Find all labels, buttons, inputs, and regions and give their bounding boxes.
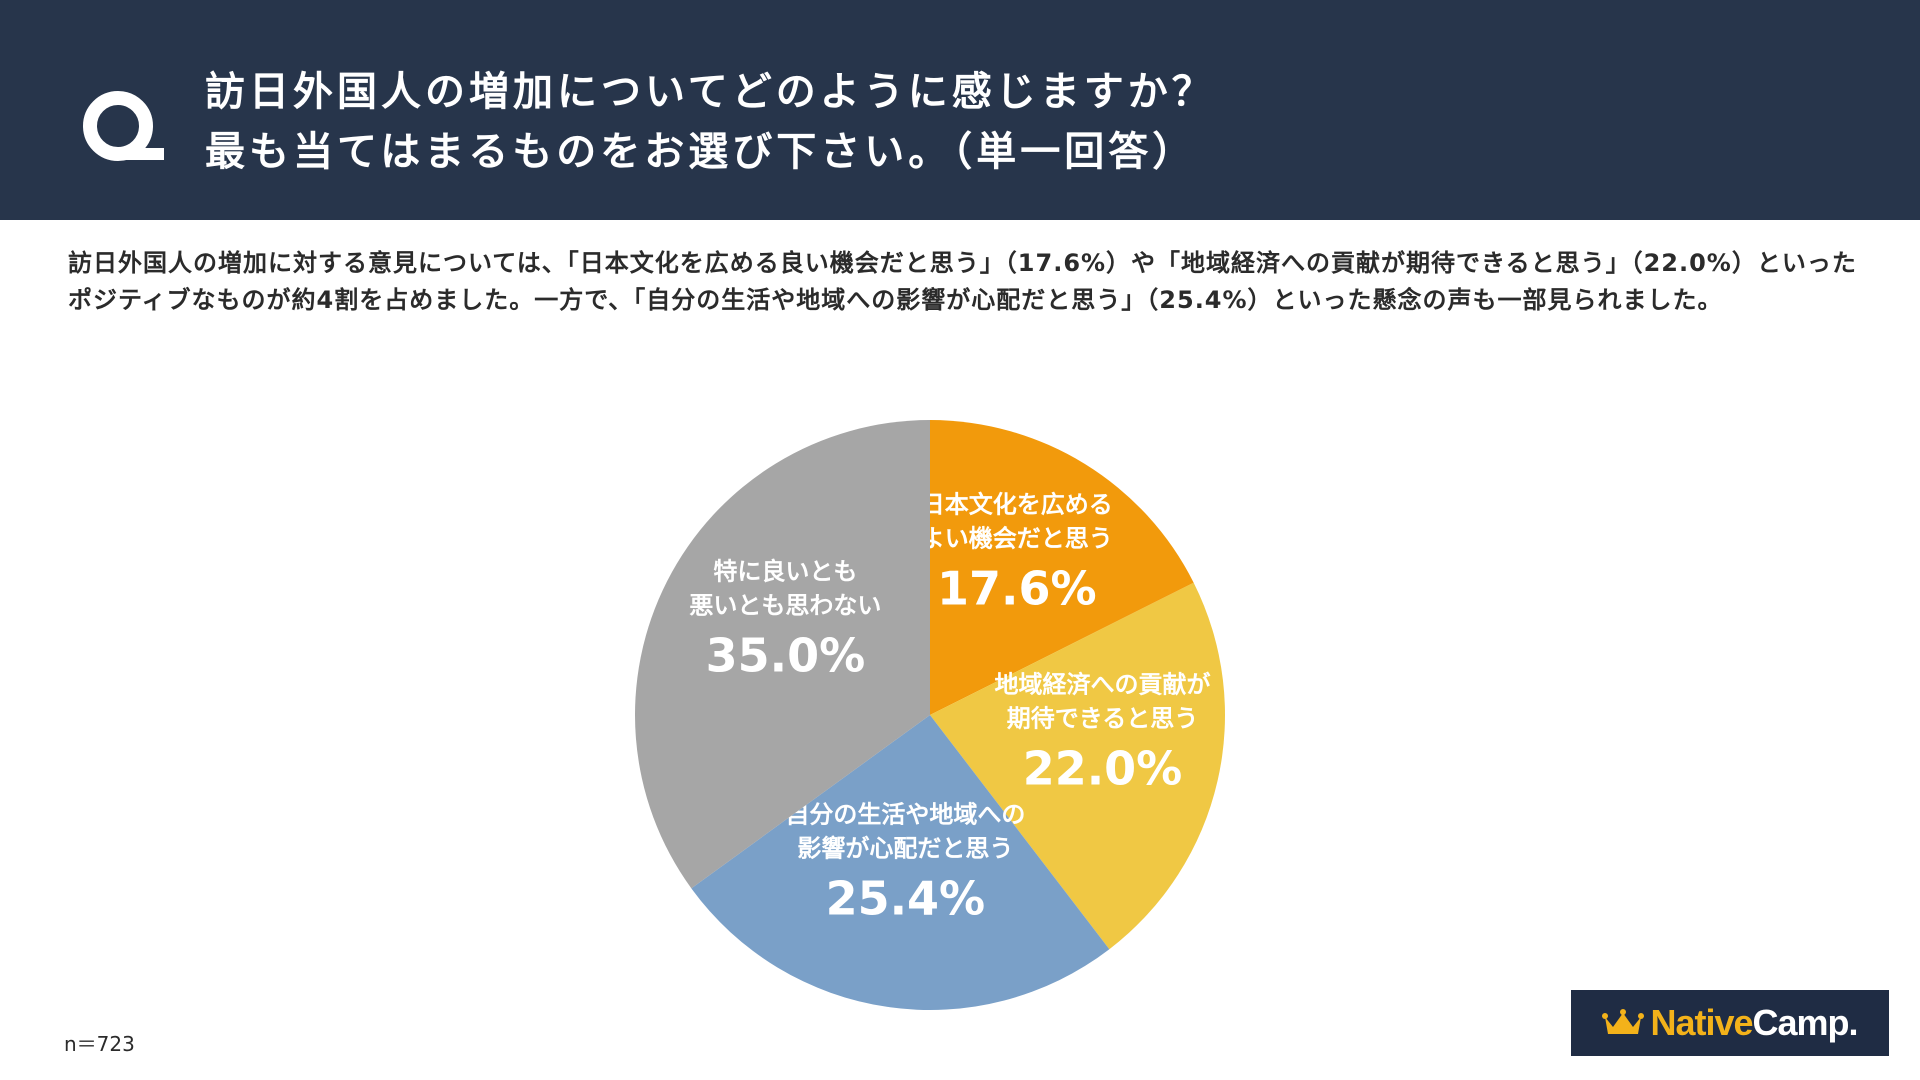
nativecamp-logo: NativeCamp. (1571, 990, 1889, 1056)
pie-slice-1 (930, 420, 1194, 715)
pie-slice-2 (930, 582, 1225, 950)
slice-label-line-2: 期待できると思う (1007, 705, 1199, 733)
logo-camp: Camp. (1752, 1002, 1859, 1043)
question-header: 訪日外国人の増加についてどのように感じますか？ 最も当てはまるものをお選び下さい… (0, 0, 1920, 220)
summary-text: 訪日外国人の増加に対する意見については、「日本文化を広める良い機会だと思う」（1… (68, 249, 1857, 314)
slice-label-line-1: 地域経済への貢献が (994, 671, 1210, 699)
slice-label-line-2: 影響が心配だと思う (797, 834, 1013, 862)
slice-value-label: 22.0% (1023, 742, 1183, 796)
question-text: 訪日外国人の増加についてどのように感じますか？ 最も当てはまるものをお選び下さい… (205, 62, 1216, 182)
question-line-1: 訪日外国人の増加についてどのように感じますか？ (205, 69, 1216, 115)
slice-label-line-1: 日本文化を広める (921, 490, 1113, 518)
slice-value-label: 25.4% (826, 871, 986, 925)
slice-label-line-2: よい機会だと思う (921, 524, 1113, 552)
crown-icon (1602, 1009, 1645, 1034)
sample-size: n＝723 (64, 1032, 135, 1056)
pie-slice-3 (691, 715, 1110, 1010)
slice-value-label: 35.0% (706, 628, 866, 682)
slice-label-line-2: 悪いとも思わない (689, 591, 881, 619)
question-line-2: 最も当てはまるものをお選び下さい。（単一回答） (205, 129, 1197, 175)
slice-value-label: 17.6% (937, 561, 1097, 615)
slice-label-line-1: 自分の生活や地域への (785, 800, 1025, 828)
pie-slice-4 (635, 420, 930, 889)
slice-label-line-1: 特に良いとも (713, 557, 857, 585)
q-icon (83, 91, 164, 161)
logo-native: Native (1650, 1002, 1753, 1043)
